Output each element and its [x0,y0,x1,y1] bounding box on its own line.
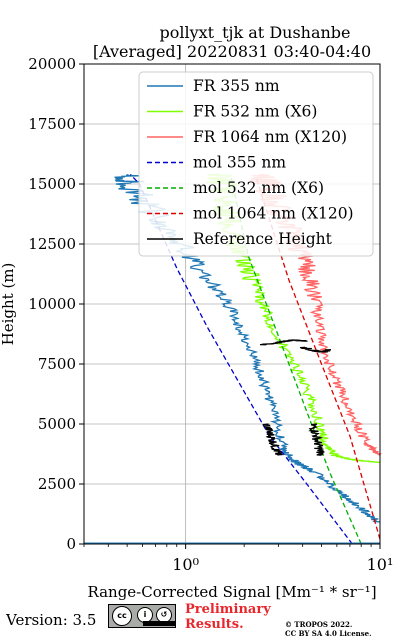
y-tick-label: 5000 [38,415,76,433]
series-line-reference-height [299,346,331,353]
y-axis-label: Height (m) [0,263,17,346]
cc-icon: cc [112,606,132,626]
legend-label-fr-355-nm: FR 355 nm [193,77,280,95]
series-line-mol-1064-nm-x120 [255,176,381,540]
y-tick-label: 0 [66,535,76,553]
y-tick-label: 20000 [28,55,76,73]
legend-label-reference-height: Reference Height [193,230,333,248]
x-tick-label: 10⁰ [172,555,199,574]
cc-license-badge: cc i ↺ [108,604,176,628]
version-label: Version: 3.5 [6,611,97,629]
y-tick-label: 12500 [28,235,76,253]
preliminary-line1: Preliminary [185,602,271,617]
chart-title-line1: pollyxt_tjk at Dushanbe [159,23,350,42]
y-tick-label: 15000 [28,175,76,193]
copyright-notice: © TROPOS 2022. CC BY SA 4.0 License. [285,620,372,638]
y-tick-label: 7500 [38,355,76,373]
legend-label-fr-1064-nm-x120: FR 1064 nm (X120) [193,128,347,146]
preliminary-line2: Results. [185,617,244,632]
x-axis-label: Range-Corrected Signal [Mm⁻¹ * sr⁻¹] [87,583,376,601]
x-tick-label: 10¹ [367,555,394,574]
license-text: CC BY SA 4.0 License. [285,629,372,638]
legend-box [138,71,374,257]
legend-label-fr-532-nm-x6: FR 532 nm (X6) [193,103,317,121]
legend-label-mol-532-nm-x6: mol 532 nm (X6) [193,179,324,197]
y-tick-label: 10000 [28,295,76,313]
legend-label-mol-1064-nm-x120: mol 1064 nm (X120) [193,205,354,223]
series-line-reference-height [262,423,283,456]
legend-label-mol-355-nm: mol 355 nm [193,154,286,172]
series-line-reference-height [259,339,308,346]
cc-badge-text [143,621,175,626]
copyright-text: © TROPOS 2022. [285,620,353,629]
y-tick-label: 17500 [28,115,76,133]
chart-title-line2: [Averaged] 20220831 03:40-04:40 [93,42,371,61]
y-tick-label: 2500 [38,475,76,493]
series-line-reference-height [308,423,325,456]
legend: FR 355 nm FR 532 nm (X6) FR 1064 nm (X120)… [138,71,374,257]
preliminary-notice: Preliminary Results. [185,602,271,632]
axes: 0 2500 5000 7500 10000 12500 15000 17500 20000 10… [28,55,393,574]
